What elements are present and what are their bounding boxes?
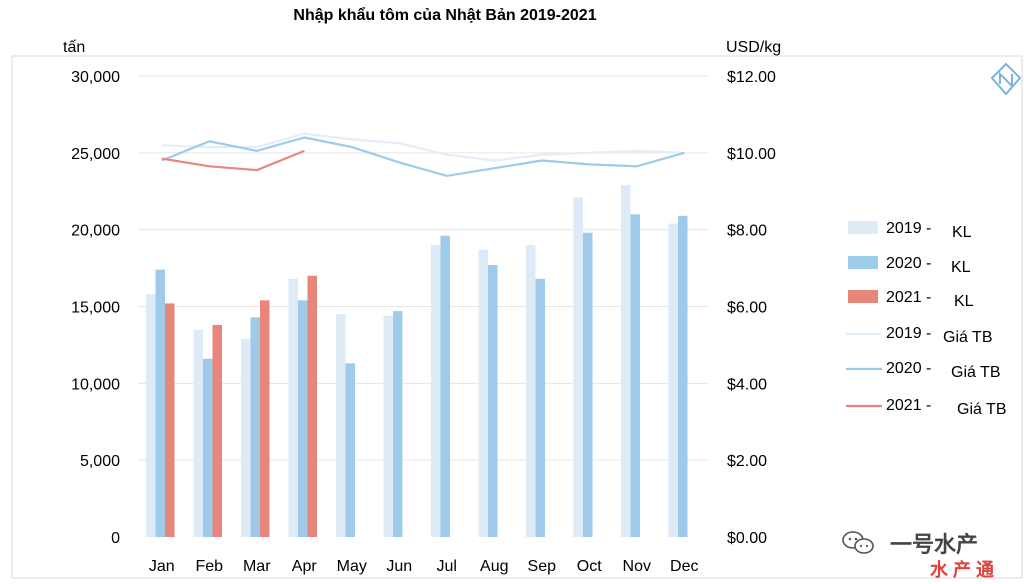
y-right-tick-label: $12.00 <box>727 69 776 86</box>
legend-swatch-bar-2 <box>848 290 878 303</box>
bar-2020-mar <box>250 317 260 537</box>
y-right-unit: USD/kg <box>726 39 781 56</box>
bar-2020-jul <box>440 235 450 537</box>
x-tick-label: May <box>337 558 367 575</box>
plot-frame <box>11 55 1023 579</box>
y-right-tick-label: $10.00 <box>727 146 776 163</box>
y-left-unit: tấn <box>63 39 85 56</box>
bar-2019-jun <box>383 315 393 537</box>
watermark-text: 一号水产 <box>890 532 978 557</box>
y-left-tick-label: 30,000 <box>71 69 120 86</box>
bar-2020-sep <box>535 278 545 537</box>
bars <box>146 185 688 538</box>
y-left-tick-label: 20,000 <box>71 223 120 240</box>
bar-2019-aug <box>478 249 488 538</box>
x-tick-label: Dec <box>670 558 698 575</box>
legend-metric-label: KL <box>951 259 971 276</box>
legend: 2019 - KL 2020 - KL 2021 - KL 2019 - Giá TB 2020… <box>846 220 1007 418</box>
x-tick-label: Aug <box>480 558 508 575</box>
legend-metric-label: KL <box>954 293 974 310</box>
chart-title: Nhập khẩu tôm của Nhật Bản 2019-2021 <box>293 6 596 24</box>
bar-2020-feb <box>203 358 213 537</box>
price-line-2020 <box>161 136 685 178</box>
x-tick-label: Nov <box>623 558 651 575</box>
price-line-2019 <box>161 132 685 162</box>
y-left-tick-label: 15,000 <box>71 300 120 317</box>
x-tick-label: Apr <box>292 558 318 575</box>
legend-metric-label: Giá TB <box>951 364 1001 381</box>
watermark-subtext: 水 产 通 <box>930 559 994 580</box>
bar-2019-apr <box>288 278 298 537</box>
x-tick-label: Jul <box>437 558 457 575</box>
bar-2019-may <box>336 314 346 537</box>
y-left-tick-label: 5,000 <box>80 453 120 470</box>
bar-2020-dec <box>678 215 688 537</box>
bar-2019-jul <box>431 245 441 538</box>
legend-year-label: 2021 - <box>886 289 931 306</box>
y-right-tick-label: $6.00 <box>727 300 767 317</box>
y-left-tick-label: 25,000 <box>71 146 120 163</box>
price-line-2021 <box>161 149 305 172</box>
legend-year-label: 2020 - <box>886 360 931 377</box>
x-tick-label: Jan <box>149 558 175 575</box>
bar-2019-oct <box>573 197 583 537</box>
y-right-tick-label: $8.00 <box>727 223 767 240</box>
bar-2021-feb <box>212 324 222 537</box>
y-left-tick-label: 0 <box>111 530 120 547</box>
brand-n-logo-icon <box>990 62 1022 96</box>
price-lines <box>161 132 685 178</box>
y-left-tick-labels: 0 5,000 10,000 15,000 20,000 25,000 30,000 <box>71 69 120 547</box>
x-tick-label: Jun <box>386 558 412 575</box>
bar-2019-mar <box>241 338 251 537</box>
bar-2020-oct <box>583 232 593 538</box>
bar-2021-jan <box>165 303 175 537</box>
bar-2021-apr <box>307 275 317 537</box>
x-tick-label: Sep <box>528 558 557 575</box>
y-right-tick-label: $4.00 <box>727 376 767 393</box>
bar-2019-feb <box>193 329 203 537</box>
wechat-logo-icon <box>842 531 874 554</box>
x-tick-label: Oct <box>577 558 602 575</box>
legend-year-label: 2020 - <box>886 255 931 272</box>
y-right-tick-label: $2.00 <box>727 453 767 470</box>
legend-metric-label: Giá TB <box>943 329 993 346</box>
legend-year-label: 2019 - <box>886 220 931 237</box>
bar-2019-sep <box>526 245 536 538</box>
bar-2020-jun <box>393 311 403 537</box>
y-right-tick-labels: $0.00 $2.00 $4.00 $6.00 $8.00 $10.00 $12.00 <box>727 69 776 547</box>
bar-2020-jan <box>155 269 165 537</box>
bar-2020-nov <box>630 214 640 538</box>
y-left-tick-label: 10,000 <box>71 376 120 393</box>
bar-2020-may <box>345 363 355 537</box>
legend-swatch-bar-1 <box>848 256 878 269</box>
bar-2021-mar <box>260 300 270 537</box>
bar-2019-jan <box>146 294 156 537</box>
bar-2019-nov <box>621 185 631 537</box>
x-tick-labels: Jan Feb Mar Apr May Jun Jul Aug Sep Oct Nov Dec <box>149 558 699 575</box>
bar-2020-apr <box>298 300 308 537</box>
legend-metric-label: Giá TB <box>957 401 1007 418</box>
legend-metric-label: KL <box>952 224 972 241</box>
bar-2019-dec <box>668 223 678 537</box>
legend-year-label: 2019 - <box>886 325 931 342</box>
watermark: 一号水产 水 产 通 <box>842 531 994 580</box>
legend-swatch-bar-0 <box>848 221 878 234</box>
x-tick-label: Mar <box>243 558 271 575</box>
y-right-tick-label: $0.00 <box>727 530 767 547</box>
bar-2020-aug <box>488 265 498 537</box>
legend-year-label: 2021 - <box>886 397 931 414</box>
x-tick-label: Feb <box>195 558 223 575</box>
